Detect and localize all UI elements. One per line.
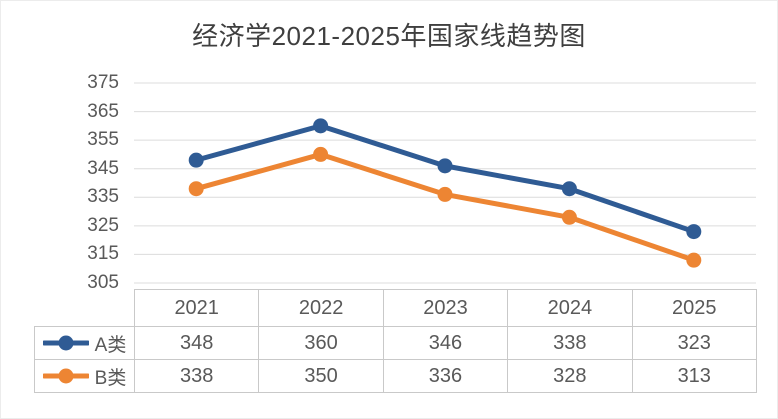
y-axis-tick-label: 345 [87,157,119,179]
table-corner-spacer [35,290,135,327]
data-point-marker [561,181,577,197]
data-point-marker [437,186,453,202]
value-cell: 313 [631,359,757,393]
data-point-marker [561,209,577,225]
legend-label: B类 [94,367,127,389]
year-header-cell: 2021 [133,289,260,327]
data-point-marker [686,224,702,240]
chart-title: 经济学2021-2025年国家线趋势图 [192,21,586,51]
value-cell: 360 [258,326,384,360]
y-axis-tick-label: 355 [87,129,119,151]
legend-cell-0: A类 [34,326,135,360]
legend-label: A类 [94,334,127,356]
table-row: A类 348 360 346 338 323 [34,326,757,360]
series-polyline [193,123,697,235]
data-point-marker [188,181,204,197]
value-cell: 348 [133,326,260,360]
y-axis-tick-label: 335 [87,186,119,208]
y-axis-tick-label: 305 [87,272,119,293]
year-header-cell: 2022 [258,289,384,327]
year-header-cell: 2023 [382,289,509,327]
data-point-marker [437,158,453,174]
value-cell: 328 [507,359,633,393]
gridlines [134,82,756,284]
y-axis-tick-label: 375 [87,72,119,93]
series-1-line [188,146,702,268]
data-point-marker [188,152,204,168]
value-cell: 346 [382,326,509,360]
series-0-line [188,118,702,240]
year-header-cell: 2024 [507,289,633,327]
data-point-marker [313,146,329,162]
table-row: B类 338 350 336 328 313 [34,359,757,393]
y-axis-tick-label: 325 [87,214,119,236]
value-cell: 336 [382,359,509,393]
y-axis-tick-label: 365 [87,100,119,122]
value-cell: 338 [133,359,260,393]
year-header-cell: 2025 [631,289,757,327]
data-point-marker [313,118,329,134]
value-cell: 323 [631,326,757,360]
series-polyline [193,151,697,263]
value-cell: 338 [507,326,633,360]
y-axis-tick-label: 315 [87,243,119,265]
legend-cell-1: B类 [34,359,135,393]
legend-line-marker-icon [42,335,89,351]
legend-line-marker-icon [42,368,89,384]
chart-data-table: 2021 2022 2023 2024 2025 A类 348 360 346 338 323 B类 3… [34,289,757,393]
value-cell: 350 [258,359,384,393]
data-point-marker [686,252,702,268]
